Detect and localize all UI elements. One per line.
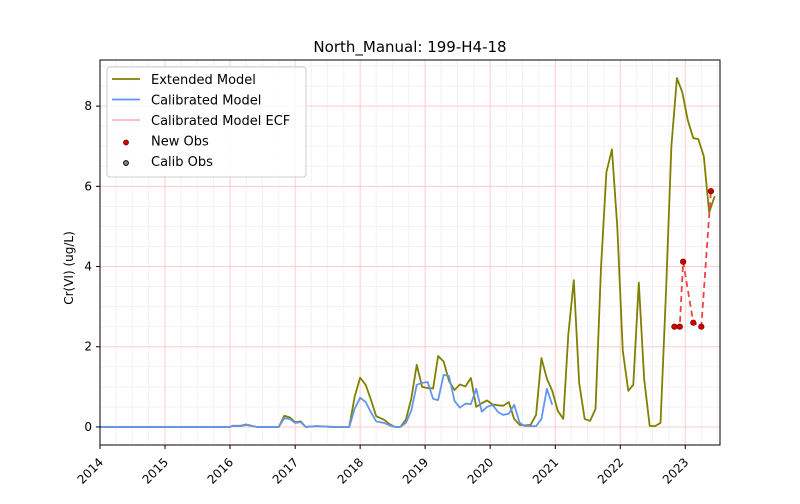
legend-label: Calib Obs (151, 155, 213, 170)
y-tick-label: 2 (84, 340, 92, 354)
legend-label: Calibrated Model ECF (151, 114, 290, 129)
new-obs-point (690, 319, 697, 326)
plot-frame (99, 59, 721, 446)
observation-markers (671, 188, 715, 330)
legend-swatch-new_obs (123, 139, 129, 146)
new-obs-point (676, 323, 683, 330)
y-tick-label: 0 (84, 420, 92, 434)
y-axis-label: Cr(VI) (ug/L) (62, 231, 76, 305)
new-obs-point (707, 188, 715, 195)
series-line-calibrated (100, 373, 554, 428)
legend-swatch-calib_obs (123, 160, 129, 166)
series-lines (100, 77, 716, 428)
legend-label: Calibrated Model (151, 94, 261, 109)
legend-label: Extended Model (151, 73, 256, 88)
legend-label: New Obs (151, 135, 209, 150)
legend: Extended Model Calibrated Model Calibrated… (106, 66, 307, 178)
y-tick-label: 8 (84, 99, 92, 113)
y-tick-label: 4 (84, 260, 92, 274)
new-obs-point (680, 258, 687, 265)
chart-title: North_Manual: 199-H4-18 (313, 38, 506, 57)
legend-box (106, 66, 307, 178)
new-obs-point (671, 323, 678, 330)
y-tick-label: 6 (84, 179, 92, 193)
new-obs-point (698, 323, 705, 330)
